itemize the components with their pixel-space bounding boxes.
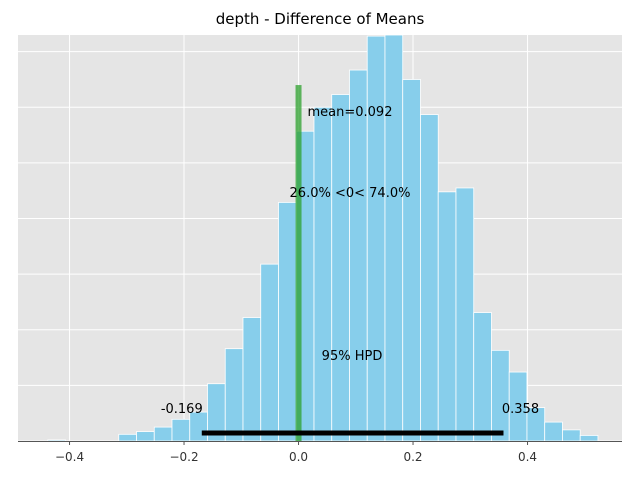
histogram-bar [384, 34, 404, 442]
histogram-bar [278, 202, 297, 442]
x-tick-label: −0.4 [55, 450, 84, 464]
hpd-high-label: 0.358 [502, 402, 539, 417]
histogram-bar [544, 421, 563, 442]
histogram-bar [579, 435, 599, 442]
histogram-bar [47, 439, 66, 442]
histogram-bar [349, 69, 368, 442]
x-axis-ticks: −0.4 −0.2 0.0 0.2 0.4 [55, 441, 537, 464]
x-tick-label: 0.2 [403, 450, 422, 464]
histogram-bar [171, 418, 191, 442]
histogram-bars [47, 34, 599, 442]
histogram-bar [562, 429, 581, 442]
reference-split-label: 26.0% <0< 74.0% [290, 186, 411, 201]
x-tick-label: −0.2 [169, 450, 198, 464]
histogram-bar [366, 35, 386, 442]
histogram-bar [260, 263, 279, 442]
histogram-bar [331, 94, 350, 442]
histogram-bar [455, 187, 475, 442]
mean-label: mean=0.092 [308, 105, 393, 120]
histogram-bar [224, 348, 244, 442]
histogram-bar [313, 106, 333, 442]
zero-reference-line [295, 85, 302, 441]
histogram-bar [491, 349, 510, 442]
histogram-bar [437, 191, 457, 442]
histogram-bar [153, 426, 173, 442]
histogram-bar [136, 431, 155, 442]
histogram-bar [402, 79, 421, 442]
hpd-low-label: -0.169 [161, 402, 203, 417]
histogram-bar [420, 114, 439, 442]
x-tick-label: 0.4 [518, 450, 537, 464]
chart-title: depth - Difference of Means [216, 10, 425, 28]
histogram-bar [118, 433, 137, 442]
histogram-bar [473, 312, 492, 442]
hpd-label: 95% HPD [322, 349, 383, 364]
x-tick-label: 0.0 [289, 450, 308, 464]
histogram-bar [242, 317, 262, 442]
